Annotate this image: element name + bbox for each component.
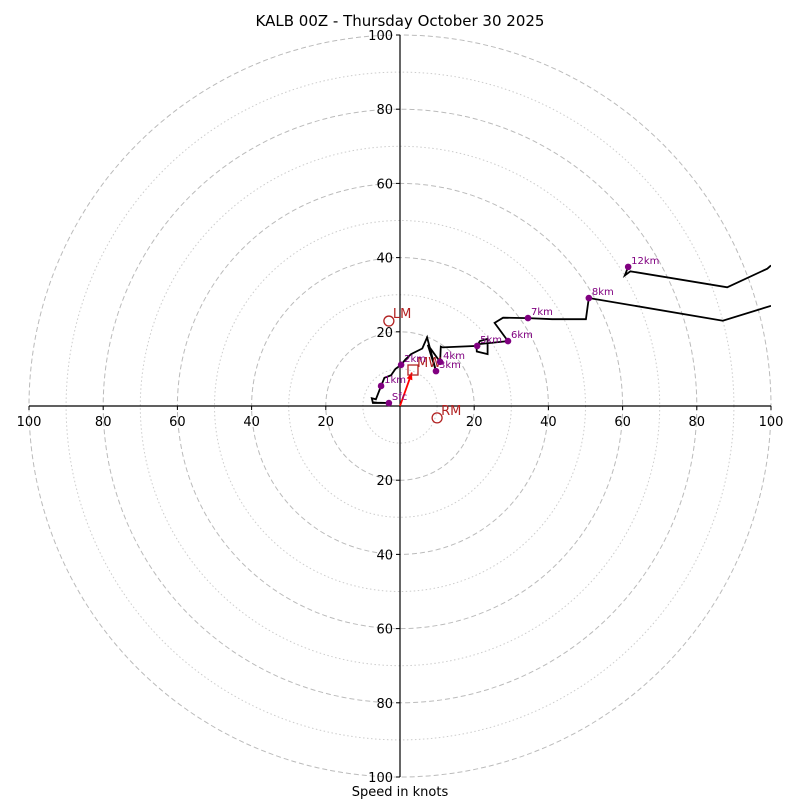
x-tick-label: 60 <box>169 415 186 430</box>
height-marker-label-8km: 8km <box>592 287 614 298</box>
y-tick-label: 40 <box>376 252 393 267</box>
y-tick-label: 80 <box>376 103 393 118</box>
storm-motion-label-mw: MW <box>417 356 441 371</box>
y-tick-label: 20 <box>376 326 393 341</box>
height-marker-label-2km: 2km <box>404 354 426 365</box>
height-marker-label-sfc: Sfc <box>392 392 407 403</box>
height-marker-8km <box>585 294 593 302</box>
height-marker-label-6km: 6km <box>511 330 533 341</box>
storm-motion-marker-lm <box>383 315 395 327</box>
x-tick-label: 40 <box>243 415 260 430</box>
storm-motions: LM RM MW <box>383 307 461 424</box>
height-marker-label-4km: 4km <box>443 351 465 362</box>
x-axis-label: Speed in knots <box>352 785 449 800</box>
storm-motion-label-rm: RM <box>441 404 461 419</box>
height-marker-sfc <box>385 399 393 407</box>
y-tick-label: 100 <box>368 29 393 44</box>
hodograph-traces <box>370 264 771 404</box>
wind-trace-lower <box>370 296 771 404</box>
height-marker-label-7km: 7km <box>531 307 553 318</box>
x-tick-label: 20 <box>466 415 483 430</box>
x-tick-label: 80 <box>689 415 706 430</box>
wind-trace-upper <box>622 264 771 289</box>
chart-title: KALB 00Z - Thursday October 30 2025 <box>256 12 545 30</box>
height-marker-7km <box>524 314 532 322</box>
y-tick-label: 40 <box>376 548 393 563</box>
x-tick-label: 40 <box>540 415 557 430</box>
y-tick-label: 80 <box>376 697 393 712</box>
y-tick-label: 60 <box>376 177 393 192</box>
y-tick-label: 20 <box>376 474 393 489</box>
height-marker-12km <box>624 263 632 271</box>
x-tick-label: 100 <box>759 415 784 430</box>
tick-labels: 100 80 60 40 20 20 40 60 80 100 100 80 60 40 20 20 40 60 8… <box>17 29 784 786</box>
x-tick-label: 20 <box>318 415 335 430</box>
height-marker-3km <box>432 367 440 375</box>
y-tick-label: 100 <box>368 771 393 786</box>
height-marker-4km <box>436 358 444 366</box>
storm-motion-label-lm: LM <box>393 307 411 322</box>
storm-motion-marker-rm <box>431 412 443 424</box>
height-marker-label-5km: 5km <box>480 335 502 346</box>
height-marker-label-1km: 1km <box>384 375 406 386</box>
x-tick-label: 100 <box>17 415 42 430</box>
height-marker-1km <box>377 382 385 390</box>
x-tick-label: 60 <box>614 415 631 430</box>
storm-motion-marker-mw <box>407 364 419 376</box>
height-marker-label-12km: 12km <box>631 256 659 267</box>
x-tick-label: 80 <box>95 415 112 430</box>
height-marker-2km <box>397 361 405 369</box>
height-marker-6km <box>504 337 512 345</box>
height-marker-5km <box>473 342 481 350</box>
height-marker-label-3km: 3km <box>439 360 461 371</box>
y-tick-label: 60 <box>376 623 393 638</box>
